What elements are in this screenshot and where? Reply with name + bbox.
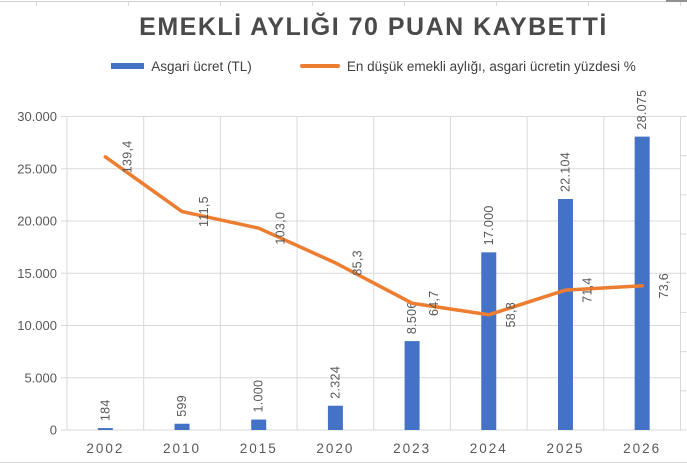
- bar[interactable]: [557, 199, 573, 430]
- bar-series-swatch: [111, 63, 145, 69]
- line-value-label: 139,4: [120, 140, 134, 173]
- x-axis-tick-label: 2002: [86, 441, 124, 456]
- bar-value-label: 184: [98, 399, 112, 421]
- line-value-label: 103,0: [274, 212, 288, 245]
- bar-value-label: 8.506: [405, 301, 419, 334]
- x-axis-tick-label: 2010: [163, 441, 201, 456]
- chart-title: EMEKLİ AYLIĞI 70 PUAN KAYBETTİ: [139, 13, 608, 41]
- line-value-label: 73,6: [657, 273, 671, 299]
- y-axis-tick-label: 20.000: [17, 214, 57, 229]
- bar[interactable]: [97, 428, 113, 430]
- bar-value-label: 599: [175, 395, 189, 417]
- line-value-label: 111,5: [197, 196, 211, 227]
- legend-item-line-series[interactable]: En düşük emekli aylığı, asgari ücretin y…: [299, 58, 636, 74]
- bar[interactable]: [327, 405, 343, 430]
- y-axis-tick-label: 0: [50, 423, 57, 438]
- y-axis-tick-label: 30.000: [17, 109, 57, 124]
- x-axis-tick-label: 2023: [393, 441, 431, 456]
- line-value-label: 58,8: [504, 302, 518, 328]
- y-axis-tick-label: 10.000: [17, 318, 57, 333]
- bar[interactable]: [634, 136, 650, 430]
- bar-value-label: 2.324: [328, 366, 342, 399]
- bar-value-label: 17.000: [482, 205, 496, 245]
- bar[interactable]: [481, 252, 497, 430]
- y-axis-tick-label: 15.000: [17, 266, 57, 281]
- y-axis-tick-label: 5.000: [24, 370, 57, 385]
- spreadsheet-gridline-corner: [666, 0, 687, 2]
- x-axis-tick-label: 2026: [623, 441, 661, 456]
- bar[interactable]: [174, 423, 190, 430]
- spreadsheet-gridline-top: [0, 1, 687, 6]
- bar-value-label: 22.104: [558, 152, 572, 192]
- bar[interactable]: [404, 341, 420, 430]
- legend-label-bar-series: Asgari ücret (TL): [151, 58, 252, 74]
- x-axis-tick-label: 2024: [470, 441, 508, 456]
- legend: Asgari ücret (TL) En düşük emekli aylığı…: [67, 56, 680, 76]
- bar-value-label: 1.000: [252, 380, 266, 413]
- y-axis-tick-label: 25.000: [17, 161, 57, 176]
- line-value-label: 64,7: [427, 290, 441, 316]
- line-value-label: 85,3: [350, 250, 364, 276]
- spreadsheet-gridline-bottom: [0, 462, 687, 463]
- bar[interactable]: [251, 419, 267, 430]
- trend-line[interactable]: [103, 155, 644, 317]
- bar-value-label: 28.075: [635, 90, 649, 130]
- x-axis-tick-label: 2020: [316, 441, 354, 456]
- x-axis-tick-label: 2025: [546, 441, 584, 456]
- legend-label-line-series: En düşük emekli aylığı, asgari ücretin y…: [346, 58, 636, 74]
- line-value-label: 71,4: [580, 277, 594, 303]
- legend-item-bar-series[interactable]: Asgari ücret (TL): [111, 59, 252, 74]
- x-axis-tick-label: 2015: [240, 441, 278, 456]
- line-series-swatch: [299, 64, 340, 68]
